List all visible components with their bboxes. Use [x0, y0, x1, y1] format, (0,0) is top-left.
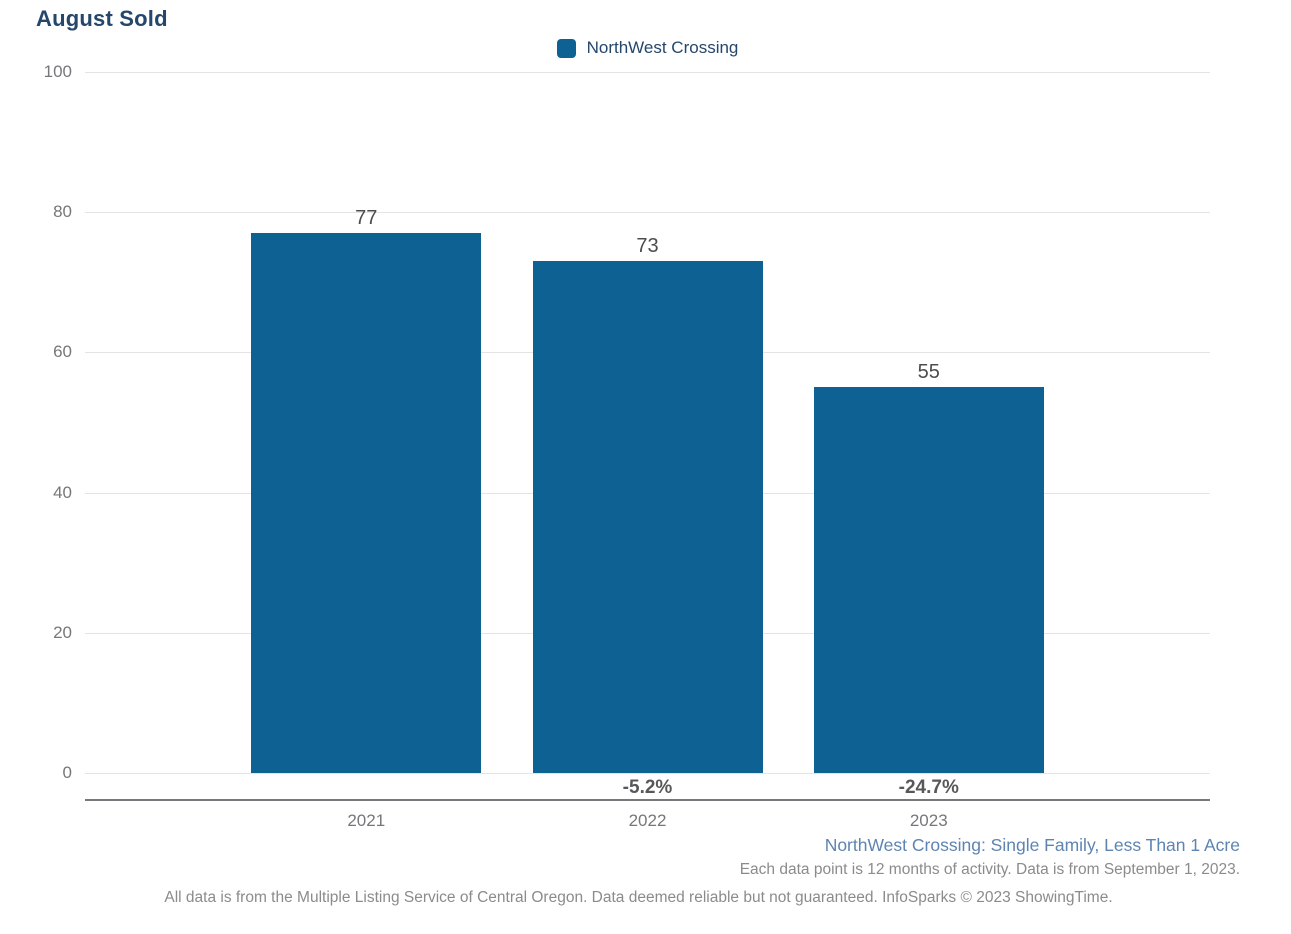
gridline: [85, 212, 1210, 214]
x-axis-label: 2023: [909, 811, 948, 830]
footer-disclaimer: All data is from the Multiple Listing Se…: [164, 889, 1113, 906]
bar-value-label: 77: [355, 207, 378, 230]
legend-item[interactable]: NorthWest Crossing: [85, 38, 1210, 58]
y-axis-tick-label: 40: [53, 482, 72, 502]
footer-data-note: Each data point is 12 months of activity…: [739, 861, 1240, 878]
gridline: [85, 72, 1210, 73]
legend-label: NorthWest Crossing: [586, 38, 739, 57]
y-axis-tick-label: 80: [53, 202, 72, 222]
y-axis-tick-label: 100: [43, 62, 72, 81]
y-axis-tick-label: 0: [62, 763, 72, 782]
bar[interactable]: [251, 233, 482, 773]
footer-series-description: NorthWest Crossing: Single Family, Less …: [824, 835, 1240, 855]
x-axis-label: 2021: [347, 811, 386, 830]
bar-value-label: 55: [917, 361, 940, 384]
legend-swatch-icon: [556, 38, 576, 58]
bar-change-label: -24.7%: [898, 777, 959, 798]
gridline: [85, 773, 1210, 774]
x-axis-label: 2022: [628, 811, 667, 830]
bar-change-label: -5.2%: [622, 777, 673, 798]
x-axis-line: [85, 799, 1210, 801]
bar[interactable]: [813, 387, 1044, 773]
chart-title: August Sold: [36, 6, 168, 31]
bar[interactable]: [532, 261, 763, 773]
y-axis-tick-label: 20: [53, 622, 72, 642]
y-axis-tick-label: 60: [53, 342, 72, 362]
bar-value-label: 73: [636, 235, 659, 258]
